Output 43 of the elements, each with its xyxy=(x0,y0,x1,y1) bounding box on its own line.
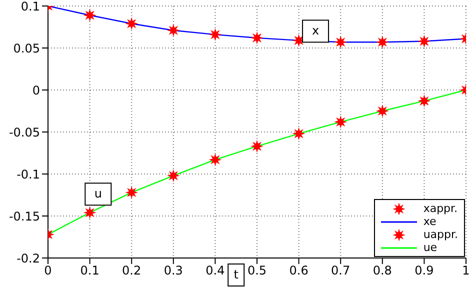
point xyxy=(168,24,179,36)
x-tick-label: 0.5 xyxy=(247,264,267,278)
point xyxy=(168,170,179,182)
x-tick-label: 0.3 xyxy=(164,264,183,278)
x-tick-label: 0.2 xyxy=(122,264,142,278)
point xyxy=(335,116,346,128)
point xyxy=(126,18,137,30)
y-tick-label: 0.1 xyxy=(20,0,40,14)
x-tick-label: 0.7 xyxy=(331,264,350,278)
x-tick-label: 0.4 xyxy=(206,264,225,278)
y-tick-label: -0.15 xyxy=(8,209,40,224)
point xyxy=(84,207,96,218)
point xyxy=(252,32,262,44)
point xyxy=(335,36,346,48)
x-tick-label: 0.9 xyxy=(414,264,434,278)
x-tick-label: 0.8 xyxy=(372,264,392,278)
point xyxy=(293,128,304,140)
y-tick-label: -0.2 xyxy=(16,251,40,266)
y-tick-label: -0.05 xyxy=(8,125,40,140)
x-tick-label: 0 xyxy=(44,264,52,278)
point xyxy=(293,35,304,46)
x-tick-label: 0.6 xyxy=(289,264,308,278)
y-tick-label: 0.05 xyxy=(13,41,40,56)
y-tick-label: 0 xyxy=(32,83,40,98)
x-tick-label: 0.1 xyxy=(80,264,100,278)
point xyxy=(377,36,388,48)
annotation: u xyxy=(94,186,102,200)
point xyxy=(377,106,388,116)
legend-label: xappr. xyxy=(423,202,458,215)
annotation: x xyxy=(312,23,320,38)
point xyxy=(126,187,137,198)
point xyxy=(252,140,262,152)
legend-label: ue xyxy=(423,241,438,254)
legend-label: uappr. xyxy=(423,228,458,241)
y-tick-label: -0.1 xyxy=(16,167,40,182)
x-axis-title: t xyxy=(234,267,239,282)
legend-label: xe xyxy=(423,215,436,228)
point xyxy=(210,154,221,166)
point xyxy=(418,36,430,47)
point xyxy=(210,29,221,40)
point xyxy=(418,96,430,106)
x-tick-label: 1 xyxy=(462,264,470,278)
point xyxy=(84,10,96,21)
